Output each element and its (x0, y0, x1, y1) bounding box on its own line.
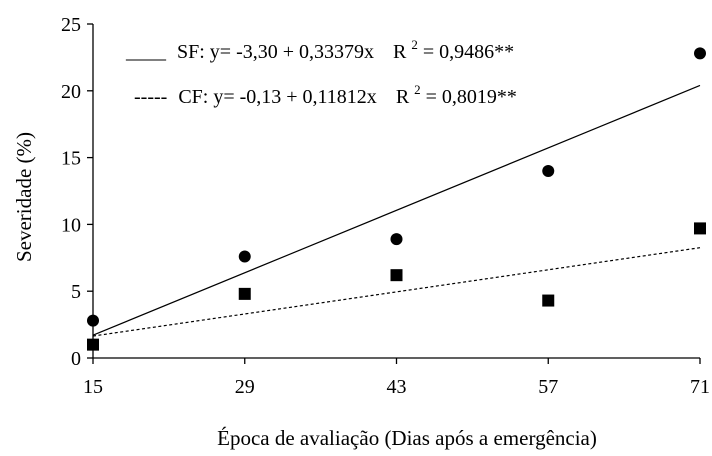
point-cf (542, 294, 555, 307)
svg-text:----- CF: y= -0,13 + 0,1: ----- CF: y= -0,13 + 0,11812x R 2 = 0,80… (134, 77, 517, 108)
point-cf (87, 338, 99, 351)
legend-sf-equation: SF: y= -3,30 + 0,33379x (177, 41, 374, 63)
legend-cf-r2-symbol: R (396, 86, 410, 108)
svg-text:____ SF: y= -3,30 + 0,33: ____ SF: y= -3,30 + 0,33379x R 2 = 0,948… (125, 32, 514, 63)
legend-sf-r2-exponent: 2 (411, 37, 418, 52)
legend-cf-r2-exponent: 2 (414, 82, 421, 97)
x-tick-label: 71 (690, 376, 710, 398)
data-points (87, 47, 706, 351)
axes: 0 5 10 15 20 25 15 29 43 57 71 (61, 14, 710, 398)
y-tick-label: 25 (61, 14, 81, 36)
legend: ____ SF: y= -3,30 + 0,33379x R 2 = 0,948… (125, 32, 517, 108)
fit-lines (92, 84, 701, 337)
point-cf (238, 287, 251, 300)
legend-cf-r2-value: = 0,8019** (426, 86, 517, 108)
fit-line-sf (92, 84, 701, 336)
point-sf (390, 233, 403, 246)
legend-cf-line-sample: ----- (134, 86, 167, 108)
y-axis-title: Severidade (%) (12, 132, 36, 262)
point-cf (390, 269, 403, 282)
y-tick-label: 0 (71, 348, 81, 370)
legend-sf-r2-value: = 0,9486** (423, 41, 514, 63)
x-tick-label: 15 (83, 376, 103, 398)
y-tick-label: 10 (61, 214, 81, 236)
x-tick-label: 43 (387, 376, 407, 398)
point-sf (694, 47, 706, 60)
point-sf (87, 314, 99, 327)
x-tick-label: 57 (538, 376, 558, 398)
y-tick-label: 20 (61, 81, 81, 103)
point-sf (542, 164, 555, 177)
x-tick-label: 29 (235, 376, 255, 398)
y-tick-label: 5 (71, 281, 81, 303)
fit-line-cf (92, 247, 701, 337)
y-tick-label: 15 (61, 148, 81, 170)
x-axis-title: Época de avaliação (Dias após a emergênc… (217, 426, 597, 450)
legend-sf-line-sample: ____ (125, 41, 167, 63)
point-cf (694, 222, 706, 235)
legend-cf-equation: CF: y= -0,13 + 0,11812x (178, 86, 377, 108)
legend-sf-r2-symbol: R (393, 41, 407, 63)
point-sf (238, 250, 251, 263)
